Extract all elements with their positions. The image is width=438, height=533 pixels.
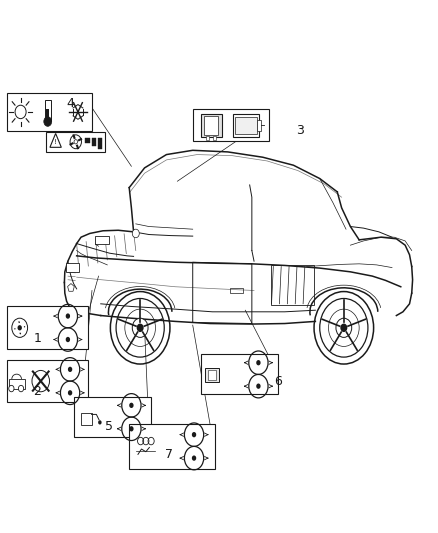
Bar bbox=[235, 117, 257, 134]
Circle shape bbox=[340, 324, 347, 332]
Bar bbox=[7, 306, 88, 349]
Text: 5: 5 bbox=[106, 420, 113, 433]
Circle shape bbox=[129, 403, 134, 408]
Bar bbox=[66, 263, 79, 272]
Bar bbox=[7, 93, 92, 131]
Bar bbox=[230, 288, 243, 293]
Circle shape bbox=[129, 426, 134, 432]
Circle shape bbox=[192, 455, 196, 461]
Bar bbox=[193, 109, 269, 141]
Bar bbox=[213, 136, 216, 140]
Circle shape bbox=[74, 140, 78, 144]
Circle shape bbox=[66, 337, 70, 342]
Polygon shape bbox=[50, 133, 61, 147]
Text: 7: 7 bbox=[165, 448, 173, 461]
Text: 3: 3 bbox=[296, 124, 304, 137]
Text: 2: 2 bbox=[33, 385, 41, 398]
Bar bbox=[46, 109, 49, 121]
Circle shape bbox=[15, 105, 26, 119]
Circle shape bbox=[98, 420, 102, 424]
Text: 1: 1 bbox=[33, 332, 41, 345]
Circle shape bbox=[132, 318, 148, 337]
Text: 4: 4 bbox=[66, 98, 74, 110]
Circle shape bbox=[68, 390, 72, 395]
Text: 6: 6 bbox=[274, 375, 282, 387]
Bar bbox=[201, 114, 222, 137]
Bar bbox=[129, 424, 215, 469]
Bar bbox=[74, 397, 151, 437]
Circle shape bbox=[192, 432, 196, 437]
Bar bbox=[7, 360, 88, 402]
Circle shape bbox=[9, 385, 14, 392]
Text: !: ! bbox=[54, 139, 57, 146]
Bar bbox=[92, 138, 96, 146]
Bar bbox=[85, 138, 90, 143]
Bar bbox=[95, 236, 109, 244]
Bar bbox=[208, 370, 216, 379]
Bar bbox=[271, 265, 314, 305]
Bar bbox=[46, 132, 105, 152]
Bar bbox=[233, 114, 259, 137]
Circle shape bbox=[18, 385, 24, 392]
Circle shape bbox=[256, 384, 261, 389]
Circle shape bbox=[137, 324, 144, 332]
Bar bbox=[9, 379, 25, 389]
Bar bbox=[45, 100, 51, 121]
Circle shape bbox=[336, 318, 352, 337]
Circle shape bbox=[132, 229, 139, 238]
Circle shape bbox=[68, 367, 72, 372]
Circle shape bbox=[66, 313, 70, 319]
Circle shape bbox=[18, 325, 22, 330]
Bar bbox=[205, 368, 219, 383]
Bar bbox=[204, 116, 218, 135]
Bar bbox=[201, 354, 278, 394]
Bar bbox=[81, 414, 92, 425]
Bar bbox=[257, 120, 261, 131]
Bar bbox=[206, 136, 209, 140]
Circle shape bbox=[256, 360, 261, 366]
Polygon shape bbox=[67, 284, 74, 291]
Circle shape bbox=[44, 117, 52, 126]
Bar bbox=[98, 138, 102, 149]
